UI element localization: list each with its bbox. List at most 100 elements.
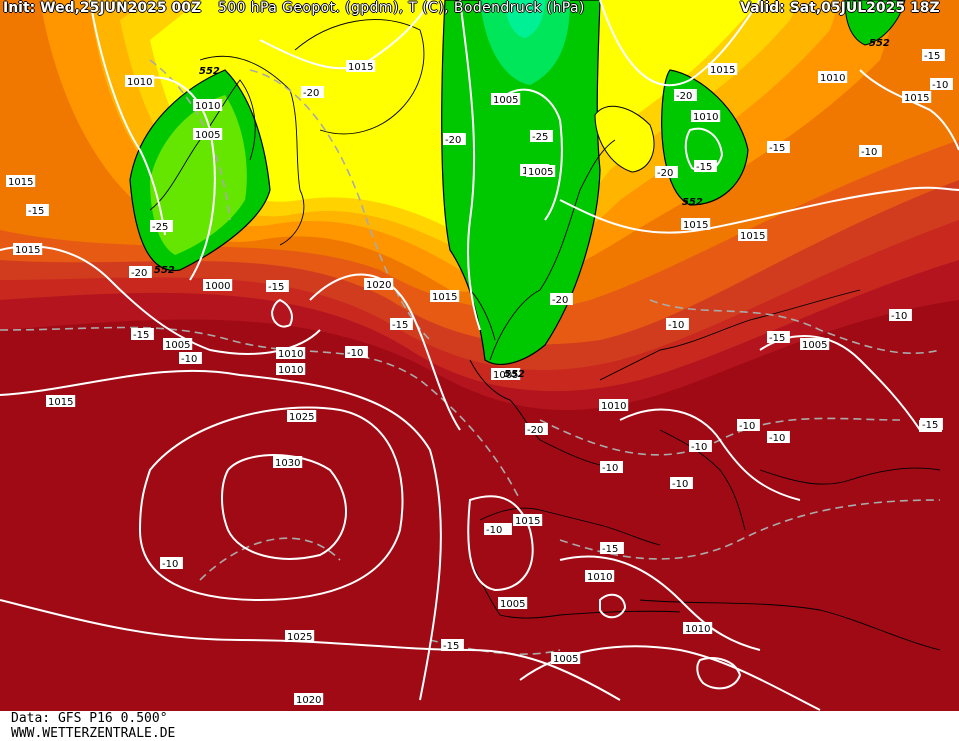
geopotential-label: 552 (504, 369, 525, 380)
low-northeast (844, 0, 906, 46)
svg-text:-15: -15 (268, 282, 284, 293)
pressure-label: 1020 (294, 693, 324, 706)
temperature-label: -20 (129, 266, 152, 279)
svg-text:-10: -10 (181, 354, 197, 365)
temperature-label: -10 (345, 346, 368, 359)
pressure-label: 1005 (491, 368, 521, 381)
svg-text:1010: 1010 (278, 365, 303, 376)
pressure-label: 1010 (691, 110, 721, 123)
svg-text:-20: -20 (445, 135, 461, 146)
pressure-label: 1000 (203, 279, 233, 292)
svg-text:-15: -15 (769, 333, 785, 344)
svg-text:1015: 1015 (904, 93, 929, 104)
header-bar: Init: Wed,25JUN2025 00Z 500 hPa Geopot. … (0, 0, 959, 18)
temperature-label: -20 (655, 166, 678, 179)
svg-text:-10: -10 (769, 433, 785, 444)
temperature-label: -15 (390, 318, 413, 331)
temperature-label: -15 (922, 49, 945, 62)
svg-text:1010: 1010 (127, 77, 152, 88)
svg-text:-25: -25 (532, 132, 548, 143)
svg-text:1020: 1020 (296, 695, 321, 706)
pressure-label: 1005 (491, 93, 521, 106)
pressure-label: 1015 (681, 218, 711, 231)
data-source: Data: GFS P16 0.500° (11, 711, 168, 726)
pressure-label: 1010 (125, 75, 155, 88)
svg-text:-15: -15 (443, 641, 459, 652)
svg-text:1015: 1015 (348, 62, 373, 73)
low-scandinavia-center (505, 0, 545, 38)
svg-text:1005: 1005 (528, 167, 553, 178)
coastlines (149, 19, 941, 651)
svg-text:-15: -15 (924, 51, 940, 62)
svg-text:1015: 1015 (48, 397, 73, 408)
pressure-label: 1010 (276, 363, 306, 376)
pressure-label: 1015 (6, 175, 36, 188)
pressure-label: 1020 (364, 278, 394, 291)
geopotential-label: 552 (154, 265, 175, 276)
temperature-label: -10 (484, 523, 507, 536)
svg-text:-25: -25 (152, 222, 168, 233)
svg-text:-10: -10 (891, 311, 907, 322)
pressure-label: 1010 (276, 347, 306, 360)
temperature-label: -10 (179, 352, 202, 365)
temperature-label: -10 (889, 309, 912, 322)
svg-text:-15: -15 (28, 206, 44, 217)
svg-text:1025: 1025 (289, 412, 314, 423)
temperature-label: -15 (767, 331, 790, 344)
svg-text:1005: 1005 (195, 130, 220, 141)
pressure-label: 1005 (800, 338, 830, 351)
svg-text:-10: -10 (739, 421, 755, 432)
svg-text:-15: -15 (696, 162, 712, 173)
svg-text:1015: 1015 (710, 65, 735, 76)
svg-text:-10: -10 (347, 348, 363, 359)
pressure-label: 1025 (287, 410, 317, 423)
pressure-label: 1025 (285, 630, 315, 643)
svg-text:-10: -10 (162, 559, 178, 570)
pressure-label: 1005 (551, 652, 581, 665)
map-title: 500 hPa Geopot. (gpdm), T (C), Bodendruc… (218, 0, 585, 16)
pressure-label: 1015 (708, 63, 738, 76)
pressure-label: 1015 (46, 395, 76, 408)
temperature-label: -20 (301, 86, 324, 99)
low-labrador-inner (150, 95, 247, 255)
pressure-label: 1010 (683, 622, 713, 635)
temperature-label: -15 (441, 639, 464, 652)
low-baltic-yellow (594, 105, 655, 173)
temperature-label: -25 (150, 220, 173, 233)
svg-text:1010: 1010 (685, 624, 710, 635)
temperature-label: -25 (530, 130, 553, 143)
geopotential-label: 552 (869, 38, 890, 49)
svg-text:1005: 1005 (802, 340, 827, 351)
svg-text:-15: -15 (602, 544, 618, 555)
svg-text:1010: 1010 (195, 101, 220, 112)
svg-text:-10: -10 (672, 479, 688, 490)
svg-text:-20: -20 (131, 268, 147, 279)
svg-text:1010: 1010 (820, 73, 845, 84)
map-labels: 1010 1010 1005 1015 1005 1000 1005 1010 1015 1020… (6, 38, 953, 706)
pressure-label: 1015 (13, 243, 43, 256)
svg-text:1015: 1015 (15, 245, 40, 256)
svg-text:-20: -20 (657, 168, 673, 179)
temperature-label: -15 (266, 280, 289, 293)
svg-text:1010: 1010 (693, 112, 718, 123)
temperature-label: -10 (767, 431, 790, 444)
pressure-label: 1030 (273, 456, 303, 469)
svg-text:1010: 1010 (587, 572, 612, 583)
pressure-label: 1015 (902, 91, 932, 104)
svg-text:1005: 1005 (493, 95, 518, 106)
pressure-label: 1015 (346, 60, 376, 73)
svg-text:-10: -10 (691, 442, 707, 453)
svg-text:-15: -15 (392, 320, 408, 331)
temperature-label: -20 (674, 89, 697, 102)
pressure-label: 1005 (498, 597, 528, 610)
svg-text:-15: -15 (922, 420, 938, 431)
svg-text:1005: 1005 (553, 654, 578, 665)
svg-text:-15: -15 (769, 143, 785, 154)
temperature-label: -10 (160, 557, 183, 570)
svg-text:-20: -20 (676, 91, 692, 102)
svg-text:1015: 1015 (8, 177, 33, 188)
temperature-label: -10 (859, 145, 882, 158)
footer-bar: Data: GFS P16 0.500° WWW.WETTERZENTRALE.… (0, 711, 959, 741)
low-scandinavia-core (480, 0, 570, 85)
svg-text:-20: -20 (303, 88, 319, 99)
